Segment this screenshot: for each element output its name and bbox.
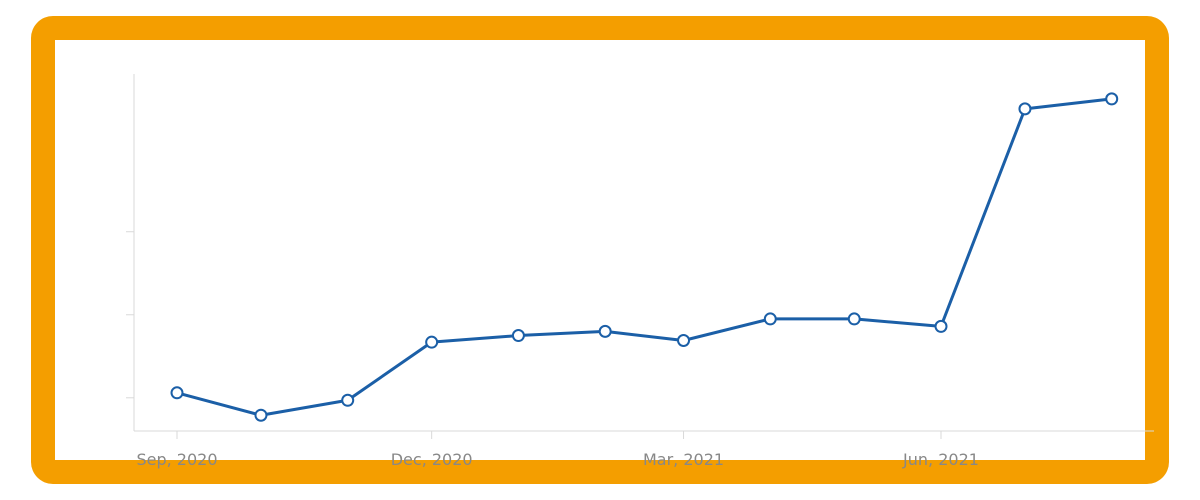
data-point [1018,102,1032,116]
data-point [598,324,612,338]
data-point [511,329,525,343]
data-point [763,312,777,326]
chart-frame: Sep, 2020 Dec, 2020 Mar, 2021 Jun, 2021 [31,16,1169,484]
series-layer [176,97,1112,417]
x-tick-label: Mar, 2021 [643,450,724,469]
x-tick-label: Jun, 2021 [902,450,979,469]
line-chart: Sep, 2020 Dec, 2020 Mar, 2021 Jun, 2021 [79,64,1169,484]
data-point [170,386,184,400]
data-point [847,312,861,326]
data-point [1105,92,1119,106]
data-point [254,408,268,422]
axes [126,74,1154,439]
x-tick-label: Dec, 2020 [391,450,473,469]
x-tick-label: Sep, 2020 [136,450,217,469]
x-tick-labels: Sep, 2020 Dec, 2020 Mar, 2021 Jun, 2021 [136,450,978,469]
data-point [934,319,948,333]
data-point [677,334,691,348]
chart-canvas: Sep, 2020 Dec, 2020 Mar, 2021 Jun, 2021 [126,74,1154,469]
points-layer [170,92,1119,422]
data-point [425,335,439,349]
data-point [341,393,355,407]
series-line [176,97,1112,417]
